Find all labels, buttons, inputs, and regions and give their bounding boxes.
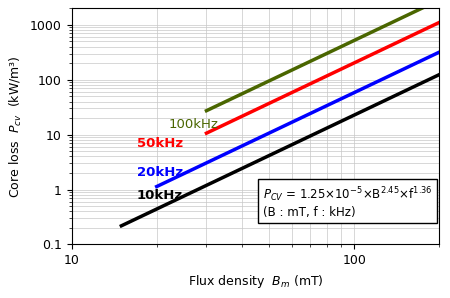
Text: 10kHz: 10kHz xyxy=(137,189,183,202)
Text: 50kHz: 50kHz xyxy=(137,136,183,150)
Text: 20kHz: 20kHz xyxy=(137,167,183,179)
Y-axis label: Core loss  $P_{cv}$  (kW/m³): Core loss $P_{cv}$ (kW/m³) xyxy=(9,55,24,198)
Text: 100kHz: 100kHz xyxy=(168,119,218,131)
X-axis label: Flux density  $B_m$ (mT): Flux density $B_m$ (mT) xyxy=(188,273,323,290)
Text: $P_{CV}$ = 1.25×10$^{-5}$×B$^{2.45}$×f$^{1.36}$
(B : mT, f : kHz): $P_{CV}$ = 1.25×10$^{-5}$×B$^{2.45}$×f$^… xyxy=(263,185,432,219)
